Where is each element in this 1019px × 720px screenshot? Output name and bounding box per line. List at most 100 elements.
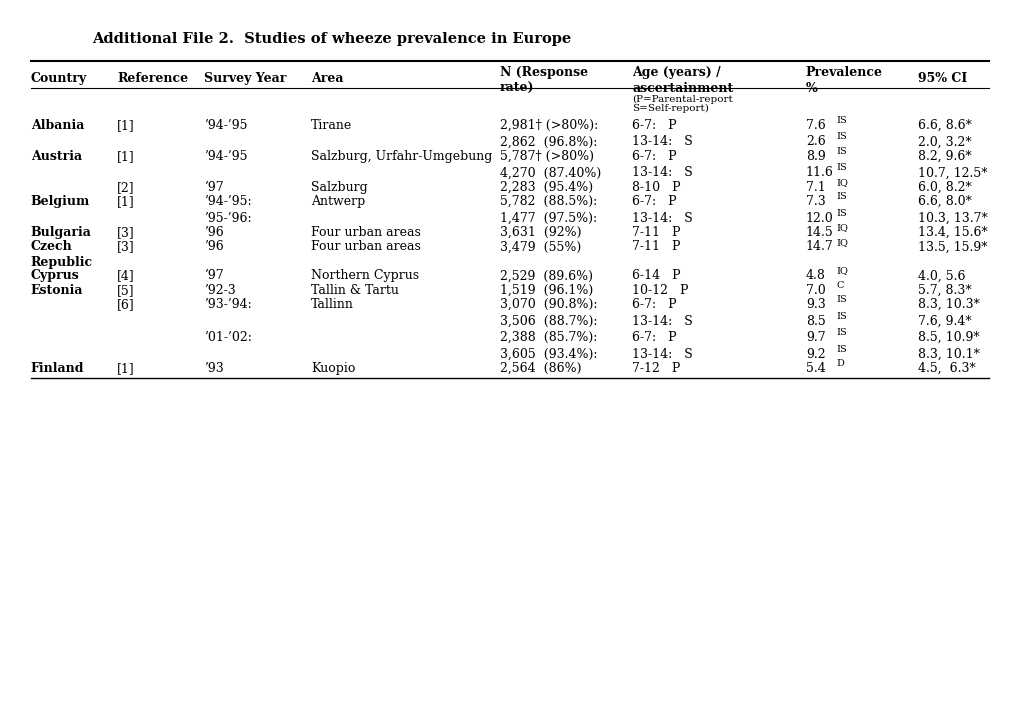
Text: Antwerp: Antwerp: [311, 195, 365, 208]
Text: 3,605  (93.4%):: 3,605 (93.4%):: [499, 348, 597, 361]
Text: 8.3, 10.1*: 8.3, 10.1*: [917, 348, 979, 361]
Text: ’01-’02:: ’01-’02:: [204, 331, 252, 344]
Text: 2,564  (86%): 2,564 (86%): [499, 362, 581, 375]
Text: 2,529  (89.6%): 2,529 (89.6%): [499, 269, 592, 282]
Text: 14.7: 14.7: [805, 240, 833, 253]
Text: Estonia: Estonia: [31, 284, 83, 297]
Text: 13-14:   S: 13-14: S: [632, 212, 693, 225]
Text: 5.7, 8.3*: 5.7, 8.3*: [917, 284, 971, 297]
Text: 1,519  (96.1%): 1,519 (96.1%): [499, 284, 592, 297]
Text: IS: IS: [836, 295, 847, 305]
Text: IQ: IQ: [836, 238, 848, 246]
Text: [1]: [1]: [117, 195, 135, 208]
Text: 8.9: 8.9: [805, 150, 824, 163]
Text: Republic: Republic: [31, 256, 93, 269]
Text: 7-11   P: 7-11 P: [632, 240, 681, 253]
Text: 8-10   P: 8-10 P: [632, 181, 681, 194]
Text: 6.6, 8.6*: 6.6, 8.6*: [917, 119, 971, 132]
Text: Country: Country: [31, 72, 87, 85]
Text: Age (years) /: Age (years) /: [632, 66, 720, 79]
Text: 12.0: 12.0: [805, 212, 833, 225]
Text: ’92-3: ’92-3: [204, 284, 235, 297]
Text: 2.0, 3.2*: 2.0, 3.2*: [917, 135, 971, 148]
Text: IS: IS: [836, 328, 847, 337]
Text: IS: IS: [836, 345, 847, 354]
Text: Tirane: Tirane: [311, 119, 352, 132]
Text: 2,283  (95.4%): 2,283 (95.4%): [499, 181, 592, 194]
Text: ’97: ’97: [204, 269, 223, 282]
Text: rate): rate): [499, 82, 534, 95]
Text: Tallin & Tartu: Tallin & Tartu: [311, 284, 398, 297]
Text: S=Self-report): S=Self-report): [632, 104, 708, 113]
Text: 7.0: 7.0: [805, 284, 824, 297]
Text: 8.5: 8.5: [805, 315, 824, 328]
Text: 2,388  (85.7%):: 2,388 (85.7%):: [499, 331, 596, 344]
Text: Cyprus: Cyprus: [31, 269, 79, 282]
Text: ’95-’96:: ’95-’96:: [204, 212, 252, 225]
Text: 6-7:   P: 6-7: P: [632, 331, 677, 344]
Text: IS: IS: [836, 116, 847, 125]
Text: Austria: Austria: [31, 150, 82, 163]
Text: Survey Year: Survey Year: [204, 72, 286, 85]
Text: Tallinn: Tallinn: [311, 298, 354, 311]
Text: Four urban areas: Four urban areas: [311, 240, 421, 253]
Text: 13.4, 15.6*: 13.4, 15.6*: [917, 226, 986, 239]
Text: 14.5: 14.5: [805, 226, 833, 239]
Text: 2.6: 2.6: [805, 135, 824, 148]
Text: 3,631  (92%): 3,631 (92%): [499, 226, 581, 239]
Text: Four urban areas: Four urban areas: [311, 226, 421, 239]
Text: 95% CI: 95% CI: [917, 72, 966, 85]
Text: 5,782  (88.5%):: 5,782 (88.5%):: [499, 195, 596, 208]
Text: 5.4: 5.4: [805, 362, 824, 375]
Text: IQ: IQ: [836, 178, 848, 187]
Text: IS: IS: [836, 147, 847, 156]
Text: Reference: Reference: [117, 72, 189, 85]
Text: 9.2: 9.2: [805, 348, 824, 361]
Text: Northern Cyprus: Northern Cyprus: [311, 269, 419, 282]
Text: [1]: [1]: [117, 119, 135, 132]
Text: 3,506  (88.7%):: 3,506 (88.7%):: [499, 315, 597, 328]
Text: 4.5,  6.3*: 4.5, 6.3*: [917, 362, 975, 375]
Text: 8.2, 9.6*: 8.2, 9.6*: [917, 150, 971, 163]
Text: ’96: ’96: [204, 240, 223, 253]
Text: 13-14:   S: 13-14: S: [632, 315, 693, 328]
Text: ’94-’95: ’94-’95: [204, 119, 248, 132]
Text: 7.3: 7.3: [805, 195, 824, 208]
Text: 6-7:   P: 6-7: P: [632, 119, 677, 132]
Text: 13.5, 15.9*: 13.5, 15.9*: [917, 240, 986, 253]
Text: 4.8: 4.8: [805, 269, 824, 282]
Text: 7.6, 9.4*: 7.6, 9.4*: [917, 315, 971, 328]
Text: Salzburg: Salzburg: [311, 181, 368, 194]
Text: [2]: [2]: [117, 181, 135, 194]
Text: IS: IS: [836, 192, 847, 202]
Text: IQ: IQ: [836, 266, 848, 276]
Text: Czech: Czech: [31, 240, 72, 253]
Text: IQ: IQ: [836, 223, 848, 232]
Text: ’93: ’93: [204, 362, 223, 375]
Text: 6.6, 8.0*: 6.6, 8.0*: [917, 195, 971, 208]
Text: %: %: [805, 82, 817, 95]
Text: IS: IS: [836, 312, 847, 321]
Text: 2,981† (>80%):: 2,981† (>80%):: [499, 119, 597, 132]
Text: 6.0, 8.2*: 6.0, 8.2*: [917, 181, 971, 194]
Text: 6-7:   P: 6-7: P: [632, 150, 677, 163]
Text: 7.1: 7.1: [805, 181, 824, 194]
Text: Kuopio: Kuopio: [311, 362, 356, 375]
Text: 5,787† (>80%): 5,787† (>80%): [499, 150, 593, 163]
Text: [4]: [4]: [117, 269, 135, 282]
Text: 7.6: 7.6: [805, 119, 824, 132]
Text: Belgium: Belgium: [31, 195, 90, 208]
Text: Salzburg, Urfahr-Umgebung: Salzburg, Urfahr-Umgebung: [311, 150, 492, 163]
Text: [3]: [3]: [117, 226, 135, 239]
Text: 6-7:   P: 6-7: P: [632, 298, 677, 311]
Text: 9.3: 9.3: [805, 298, 824, 311]
Text: C: C: [836, 281, 843, 290]
Text: 1,477  (97.5%):: 1,477 (97.5%):: [499, 212, 596, 225]
Text: 11.6: 11.6: [805, 166, 833, 179]
Text: 9.7: 9.7: [805, 331, 824, 344]
Text: IS: IS: [836, 209, 847, 218]
Text: 8.5, 10.9*: 8.5, 10.9*: [917, 331, 978, 344]
Text: 10.3, 13.7*: 10.3, 13.7*: [917, 212, 986, 225]
Text: 3,070  (90.8%):: 3,070 (90.8%):: [499, 298, 597, 311]
Text: 13-14:   S: 13-14: S: [632, 135, 693, 148]
